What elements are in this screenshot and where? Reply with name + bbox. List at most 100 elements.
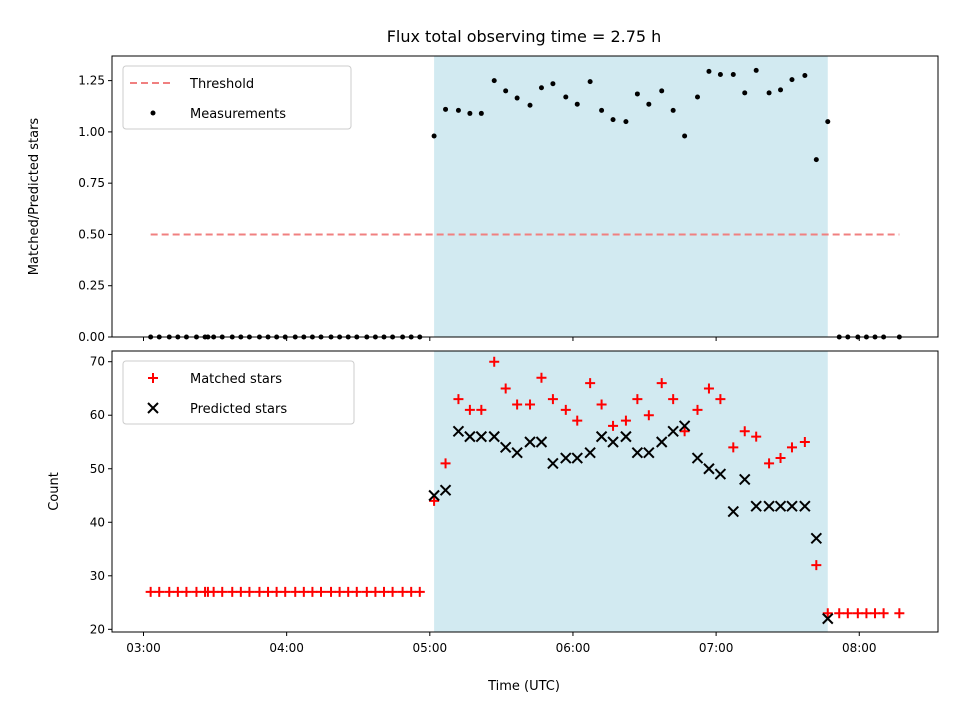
data-point-dot [610,117,616,123]
data-point-dot [646,101,652,107]
data-point-plus [786,442,797,453]
data-point-x [452,425,465,437]
y-tick-label: 0.50 [78,227,105,241]
shaded-span [434,56,828,337]
data-point-dot [491,78,497,84]
data-point-plus [244,586,255,597]
data-point-dot [778,87,784,93]
y-axis-label: Count [47,472,62,511]
data-point-x [511,446,523,459]
data-point-plus [560,404,571,415]
data-point-plus [572,415,583,426]
data-point-plus [500,383,511,394]
data-point-plus [191,586,202,597]
data-point-dot [527,102,533,108]
y-tick-label: 40 [90,515,105,529]
data-point-plus [172,586,183,597]
y-tick-label: 1.00 [78,125,105,139]
data-point-x [439,484,452,496]
data-point-dot [802,72,808,78]
data-point-dot [742,90,748,96]
data-point-x [428,489,440,502]
data-point-plus [361,586,372,597]
data-point-plus [440,458,451,469]
data-point-plus [536,372,547,383]
data-point-x [678,420,691,432]
y-tick-label: 1.25 [78,74,105,88]
data-point-dot [443,106,449,112]
data-point-plus [217,586,228,597]
data-point-plus [811,560,822,571]
data-point-x [547,457,559,470]
data-point-plus [227,586,238,597]
data-point-plus [254,586,265,597]
data-point-dot [717,71,723,77]
x-tick-label: 04:00 [269,641,304,655]
data-point-dot [431,133,437,139]
x-tick-label: 05:00 [413,641,448,655]
data-point-plus [620,415,631,426]
data-point-plus [326,586,337,597]
data-point-dot [574,101,580,107]
data-point-plus [861,608,872,619]
legend-label: Matched stars [190,372,282,387]
data-point-plus [298,586,309,597]
data-point-plus [728,442,739,453]
data-point-plus [154,586,165,597]
data-point-dot [706,68,712,74]
data-point-plus [208,586,219,597]
data-point-plus [715,394,726,405]
legend-swatch [147,402,159,414]
data-point-plus [164,586,175,597]
data-point-x [786,500,798,512]
data-point-dot [695,94,701,100]
data-point-plus [263,586,274,597]
y-tick-label: 0.00 [78,330,105,344]
data-point-plus [799,436,810,447]
data-point-plus [751,431,762,442]
data-point-x [620,430,632,443]
y-tick-label: 30 [90,569,105,583]
data-point-x [607,436,619,448]
data-point-plus [181,586,192,597]
data-point-dot [623,119,629,125]
legend-box [122,360,355,425]
y-tick-label: 20 [90,622,105,636]
data-point-dot [478,110,484,116]
data-point-plus [894,608,905,619]
data-point-plus [822,608,833,619]
x-tick-label: 08:00 [842,641,877,655]
data-point-plus [870,608,881,619]
chart-title: Flux total observing time = 2.75 h [387,27,662,46]
data-point-dot [682,133,688,139]
data-point-plus [378,586,389,597]
data-point-x [667,425,679,437]
data-point-plus [679,426,690,437]
data-point-plus [525,399,536,410]
x-tick-label: 06:00 [556,641,591,655]
data-point-x [691,452,704,464]
data-point-x [524,436,536,448]
data-point-plus [145,586,156,597]
data-point-plus [585,378,596,389]
data-point-x [560,452,572,464]
data-point-x [714,468,727,480]
data-point-dot [813,157,819,163]
data-point-plus [489,356,500,367]
axes-frame [111,350,939,633]
data-point-x [763,500,775,512]
legend-label: Measurements [190,107,286,122]
data-point-plus [608,420,619,431]
data-point-plus [464,404,475,415]
shaded-span [434,351,828,632]
data-point-plus [739,426,750,437]
data-point-x [584,446,596,459]
data-point-x [739,473,751,486]
data-point-x [631,446,644,459]
data-point-dot [730,71,736,77]
y-tick-label: 50 [90,462,105,476]
data-point-dot [766,90,772,96]
data-point-plus [703,383,714,394]
data-point-x [703,463,715,475]
data-point-x [822,612,834,625]
